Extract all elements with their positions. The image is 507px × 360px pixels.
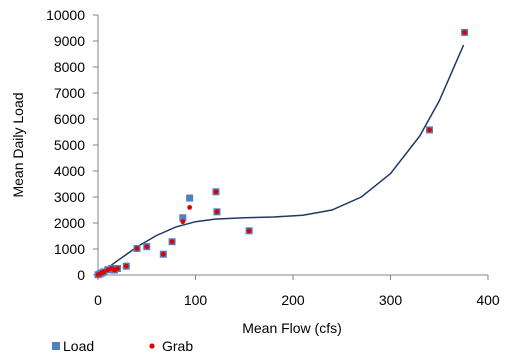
x-tick-label: 300 bbox=[379, 292, 403, 308]
y-tick-label: 8000 bbox=[54, 59, 85, 75]
x-tick-label: 400 bbox=[476, 292, 500, 308]
grab-point bbox=[180, 219, 186, 225]
data-points bbox=[94, 28, 469, 279]
y-tick-label: 7000 bbox=[54, 85, 85, 101]
x-ticks: 0 100 200 300 400 bbox=[94, 275, 500, 308]
y-tick-label: 3000 bbox=[54, 189, 85, 205]
grab-point bbox=[214, 209, 220, 215]
grab-point bbox=[105, 267, 111, 273]
y-tick-label: 4000 bbox=[54, 163, 85, 179]
y-tick-label: 1000 bbox=[54, 241, 85, 257]
y-tick-label: 10000 bbox=[46, 7, 85, 23]
y-tick-label: 9000 bbox=[54, 33, 85, 49]
load-point bbox=[186, 194, 194, 202]
grab-point bbox=[169, 239, 175, 245]
x-tick-label: 100 bbox=[184, 292, 208, 308]
y-ticks: 0 1000 2000 3000 4000 5000 6000 7000 8000 9000 100… bbox=[46, 7, 98, 283]
legend-load-label: Load bbox=[63, 338, 94, 354]
x-axis-title: Mean Flow (cfs) bbox=[242, 320, 342, 336]
x-tick-label: 0 bbox=[94, 292, 102, 308]
y-tick-label: 0 bbox=[77, 267, 85, 283]
grab-point bbox=[123, 263, 129, 269]
y-axis-title: Mean Daily Load bbox=[10, 92, 26, 197]
legend-grab-label: Grab bbox=[162, 338, 193, 354]
legend-load-marker bbox=[52, 342, 60, 350]
grab-point bbox=[134, 246, 140, 251]
grab-point bbox=[187, 205, 193, 210]
grab-point bbox=[462, 30, 467, 35]
y-tick-label: 6000 bbox=[54, 111, 85, 127]
grab-point bbox=[144, 244, 150, 250]
y-tick-label: 2000 bbox=[54, 215, 85, 231]
grab-point bbox=[427, 127, 432, 133]
legend: Load Grab bbox=[52, 338, 193, 354]
grab-point bbox=[115, 266, 120, 271]
grab-point bbox=[160, 251, 166, 257]
legend-grab-marker bbox=[149, 343, 155, 349]
x-tick-label: 200 bbox=[281, 292, 305, 308]
trendline-curve bbox=[97, 44, 465, 276]
y-tick-label: 5000 bbox=[54, 137, 85, 153]
grab-point bbox=[213, 189, 219, 195]
load-point bbox=[179, 214, 187, 222]
trendline bbox=[97, 44, 465, 276]
grab-point bbox=[246, 228, 252, 234]
grab-point bbox=[101, 269, 107, 275]
